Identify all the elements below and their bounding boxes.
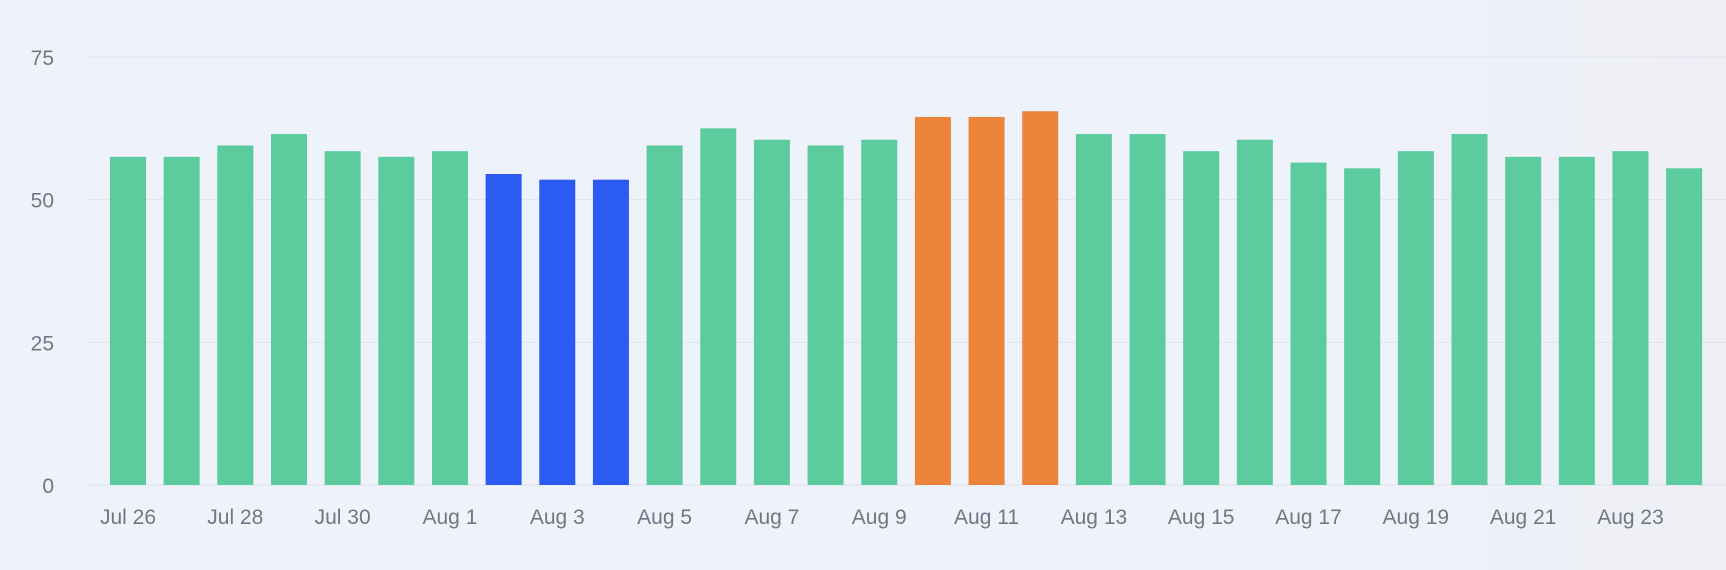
y-tick-label: 0 bbox=[42, 475, 54, 498]
x-tick-label: Aug 9 bbox=[852, 506, 907, 529]
bar-aug-14[interactable] bbox=[1129, 134, 1166, 486]
x-tick-label: Aug 19 bbox=[1383, 506, 1450, 529]
bar-jul-28[interactable] bbox=[217, 145, 254, 485]
bar-aug-15[interactable] bbox=[1183, 151, 1220, 485]
x-tick-label: Jul 26 bbox=[100, 506, 156, 529]
bar-aug-10[interactable] bbox=[914, 116, 951, 486]
bar-aug-13[interactable] bbox=[1075, 134, 1112, 486]
bar-aug-8[interactable] bbox=[807, 145, 844, 485]
bar-aug-3[interactable] bbox=[539, 179, 576, 485]
bar-jul-26[interactable] bbox=[110, 156, 146, 485]
bar-aug-24[interactable] bbox=[1666, 168, 1703, 485]
y-axis-ticks: 0 25 50 75 bbox=[31, 47, 54, 498]
bar-aug-23[interactable] bbox=[1612, 151, 1649, 485]
bar-aug-17[interactable] bbox=[1290, 162, 1327, 485]
bar-aug-12[interactable] bbox=[1022, 111, 1059, 486]
bar-aug-22[interactable] bbox=[1558, 156, 1595, 485]
x-axis-ticks: Jul 26 Jul 28 Jul 30 Aug 1 Aug 3 Aug 5 Aug 7 Au… bbox=[100, 506, 1664, 529]
bar-aug-11[interactable] bbox=[968, 116, 1005, 486]
x-tick-label: Aug 13 bbox=[1061, 506, 1128, 529]
y-tick-label: 75 bbox=[31, 47, 54, 70]
bar-aug-18[interactable] bbox=[1344, 168, 1381, 485]
x-tick-label: Aug 17 bbox=[1275, 506, 1342, 529]
bar-aug-6[interactable] bbox=[700, 128, 737, 485]
bar-aug-20[interactable] bbox=[1451, 134, 1488, 486]
x-tick-label: Aug 15 bbox=[1168, 506, 1235, 529]
bar-jul-29[interactable] bbox=[270, 134, 307, 486]
x-tick-label: Aug 1 bbox=[423, 506, 478, 529]
y-tick-label: 50 bbox=[31, 190, 54, 213]
bar-aug-7[interactable] bbox=[753, 139, 790, 485]
bar-jul-30[interactable] bbox=[324, 151, 361, 485]
bar-aug-16[interactable] bbox=[1236, 139, 1273, 485]
bars bbox=[110, 111, 1703, 486]
x-tick-label: Aug 3 bbox=[530, 506, 585, 529]
x-tick-label: Aug 7 bbox=[744, 506, 799, 529]
bar-aug-9[interactable] bbox=[861, 139, 898, 485]
bar-aug-4[interactable] bbox=[592, 179, 629, 485]
y-tick-label: 25 bbox=[31, 332, 54, 355]
x-tick-label: Aug 21 bbox=[1490, 506, 1557, 529]
bar-aug-21[interactable] bbox=[1505, 156, 1542, 485]
x-tick-label: Aug 11 bbox=[954, 506, 1019, 529]
x-tick-label: Jul 28 bbox=[207, 506, 263, 529]
bar-aug-1[interactable] bbox=[431, 151, 468, 485]
bar-aug-2[interactable] bbox=[485, 173, 522, 486]
x-tick-label: Jul 30 bbox=[315, 506, 371, 529]
bar-jul-31[interactable] bbox=[378, 156, 415, 485]
bar-jul-27[interactable] bbox=[163, 156, 200, 485]
x-tick-label: Aug 23 bbox=[1597, 506, 1664, 529]
bar-aug-19[interactable] bbox=[1397, 151, 1434, 485]
x-tick-label: Aug 5 bbox=[637, 506, 692, 529]
bar-aug-5[interactable] bbox=[646, 145, 683, 485]
